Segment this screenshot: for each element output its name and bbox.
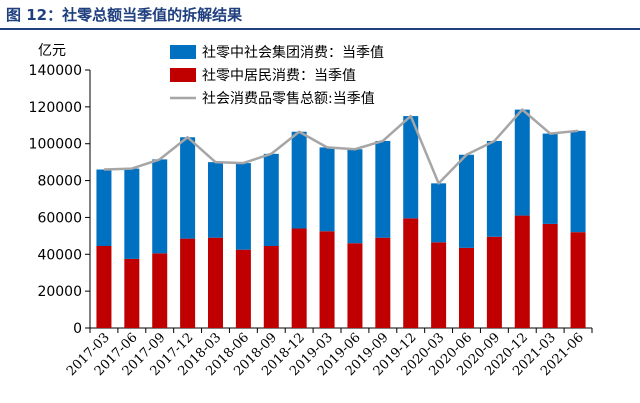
legend-label: 社零中居民消费：当季值 — [202, 68, 356, 84]
bar-group-consumption — [291, 131, 307, 229]
bar-resident-consumption — [96, 245, 112, 328]
bar-resident-consumption — [542, 223, 558, 328]
bar-group-consumption — [235, 163, 251, 250]
y-tick-label: 0 — [73, 321, 82, 337]
y-tick-label: 20000 — [37, 284, 82, 300]
bar-resident-consumption — [347, 243, 363, 328]
legend-swatch — [170, 68, 196, 82]
bar-group-consumption — [459, 154, 474, 248]
figure-title: 图 12：社零总额当季值的拆解结果 — [6, 6, 243, 24]
y-tick-label: 100000 — [29, 137, 82, 153]
y-tick-label: 60000 — [37, 210, 82, 226]
bar-resident-consumption — [431, 242, 447, 328]
bar-resident-consumption — [375, 237, 391, 328]
bar-group-consumption — [431, 183, 447, 243]
bar-group-consumption — [403, 116, 419, 219]
bar-group-consumption — [319, 147, 335, 232]
bar-group-consumption — [486, 140, 502, 237]
bar-group-consumption — [96, 169, 112, 246]
y-tick-label: 140000 — [29, 63, 82, 79]
bar-resident-consumption — [319, 231, 335, 328]
bar-resident-consumption — [235, 249, 251, 328]
bar-group-consumption — [124, 168, 140, 259]
y-tick-label: 120000 — [29, 100, 82, 116]
bar-group-consumption — [514, 109, 530, 216]
bar-resident-consumption — [152, 253, 168, 328]
line-total-retail-sales — [103, 108, 579, 185]
bar-group-consumption — [375, 140, 391, 238]
bar-resident-consumption — [291, 228, 307, 328]
bar-resident-consumption — [124, 258, 140, 328]
bar-resident-consumption — [570, 232, 586, 328]
bar-resident-consumption — [208, 237, 223, 328]
bar-group-consumption — [570, 130, 586, 233]
bar-group-consumption — [152, 159, 168, 254]
bar-resident-consumption — [514, 215, 530, 328]
bar-group-consumption — [347, 149, 363, 244]
bar-group-consumption — [180, 137, 196, 239]
title-rule — [0, 28, 640, 30]
bar-resident-consumption — [180, 238, 196, 328]
bar-resident-consumption — [459, 247, 474, 328]
y-tick-label: 80000 — [37, 174, 82, 190]
bar-group-consumption — [263, 153, 279, 246]
y-unit-label: 亿元 — [38, 43, 66, 59]
bar-resident-consumption — [263, 245, 279, 328]
legend-label: 社零中社会集团消费：当季值 — [202, 44, 384, 61]
bar-resident-consumption — [403, 218, 419, 328]
y-tick-label: 40000 — [37, 247, 82, 263]
legend-swatch — [170, 45, 196, 59]
bar-resident-consumption — [486, 236, 502, 328]
legend-label: 社会消费品零售总额:当季值 — [202, 91, 375, 107]
bar-group-consumption — [542, 133, 558, 224]
bar-group-consumption — [208, 162, 223, 238]
